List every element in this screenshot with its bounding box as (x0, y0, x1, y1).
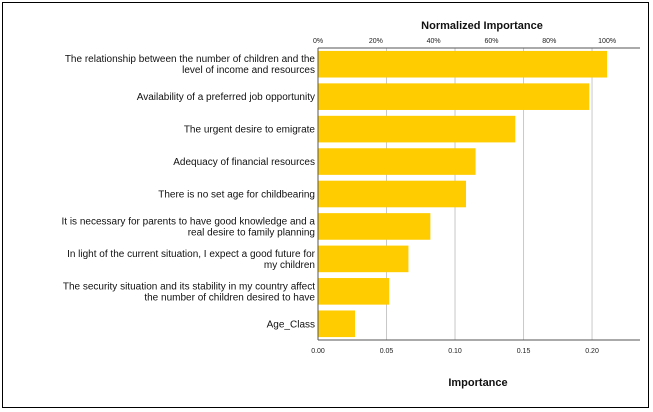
bottom-tick-label: 0.10 (448, 348, 462, 355)
top-tick-label: 40% (427, 38, 441, 45)
chart-frame: Normalized Importance Importance The rel… (2, 2, 649, 408)
top-tick-label: 20% (369, 38, 383, 45)
top-tick-label: 100% (598, 38, 616, 45)
tick-labels: 0.00 0.05 0.10 0.15 0.20 0% 20% 40% 60% 80% 100% (311, 38, 616, 355)
bottom-axis-title: Importance (448, 377, 507, 389)
bottom-tick-label: 0.00 (311, 348, 325, 355)
axes (317, 47, 640, 341)
category-labels: The relationship between the number of c… (62, 54, 316, 330)
category-label: level of income and resources (182, 65, 315, 76)
bottom-tick-label: 0.20 (585, 348, 599, 355)
bottom-tick-label: 0.15 (517, 348, 531, 355)
bar (318, 213, 431, 240)
category-label: It is necessary for parents to have good… (62, 216, 316, 227)
category-label: There is no set age for childbearing (158, 190, 315, 201)
bottom-tick-label: 0.05 (380, 348, 394, 355)
top-axis-title: Normalized Importance (421, 20, 543, 32)
bar (318, 50, 608, 78)
bars (318, 50, 608, 338)
category-label: Age_Class (267, 319, 315, 330)
bar (318, 180, 466, 208)
importance-chart: Normalized Importance Importance The rel… (62, 20, 640, 389)
category-label: The security situation and its stability… (63, 281, 315, 292)
category-label: my children (264, 260, 315, 271)
category-label: Adequacy of financial resources (173, 157, 315, 168)
bar (318, 245, 409, 273)
top-tick-label: 60% (484, 38, 498, 45)
bar (318, 278, 390, 305)
bar (318, 148, 476, 175)
category-label: the number of children desired to have (144, 292, 315, 303)
bar (318, 310, 355, 338)
category-label: The urgent desire to emigrate (184, 125, 316, 136)
category-label: Availability of a preferred job opportun… (137, 92, 315, 103)
category-label: The relationship between the number of c… (65, 54, 316, 65)
bar (318, 83, 590, 110)
category-label: real desire to family planning (188, 227, 315, 238)
bar (318, 115, 516, 143)
category-label: In light of the current situation, I exp… (67, 249, 316, 260)
top-tick-label: 0% (313, 38, 323, 45)
top-tick-label: 80% (542, 38, 556, 45)
